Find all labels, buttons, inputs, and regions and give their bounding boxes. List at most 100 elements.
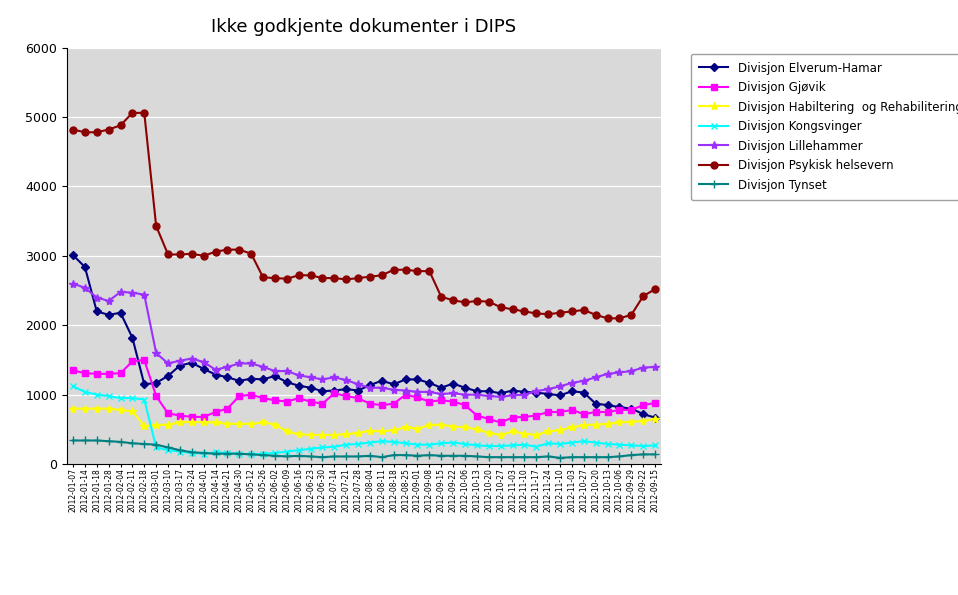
Divisjon Tynset [423, 452, 435, 459]
Line: Divisjon Tynset: Divisjon Tynset [69, 436, 659, 462]
Divisjon Elverum-Hamar [650, 414, 661, 421]
Divisjon Gjøvik [80, 369, 91, 377]
Divisjon Tynset [210, 450, 221, 457]
Divisjon Psykisk helsevern [103, 126, 114, 133]
Text: Ikke godkjente dokumenter i DIPS: Ikke godkjente dokumenter i DIPS [212, 18, 516, 36]
Divisjon Psykisk helsevern [399, 266, 411, 273]
Line: Divisjon Kongsvinger: Divisjon Kongsvinger [70, 383, 658, 458]
Divisjon Elverum-Hamar [555, 392, 566, 399]
Divisjon Kongsvinger [399, 440, 411, 447]
Divisjon Kongsvinger [245, 451, 257, 458]
Divisjon Kongsvinger [150, 444, 162, 451]
Divisjon Lillehammer [210, 366, 221, 373]
Divisjon Psykisk helsevern [186, 250, 197, 257]
Divisjon Kongsvinger [174, 448, 186, 455]
Divisjon Gjøvik [447, 398, 459, 405]
Divisjon Lillehammer [555, 383, 566, 390]
Divisjon Kongsvinger [340, 441, 352, 448]
Divisjon Gjøvik [353, 394, 364, 402]
Divisjon Tynset [555, 455, 566, 462]
Line: Divisjon Gjøvik: Divisjon Gjøvik [70, 357, 658, 425]
Divisjon Tynset [542, 453, 554, 460]
Divisjon Psykisk helsevern [115, 122, 126, 129]
Divisjon Psykisk helsevern [91, 129, 103, 136]
Divisjon Gjøvik [590, 408, 602, 415]
Divisjon Gjøvik [483, 415, 494, 422]
Divisjon Lillehammer [495, 393, 507, 400]
Divisjon Habiltering  og Rehabilitering [376, 428, 388, 435]
Divisjon Gjøvik [67, 367, 79, 374]
Divisjon Psykisk helsevern [317, 274, 329, 281]
Divisjon Lillehammer [471, 391, 483, 398]
Divisjon Gjøvik [210, 408, 221, 415]
Divisjon Kongsvinger [555, 440, 566, 447]
Divisjon Elverum-Hamar [436, 384, 447, 392]
Divisjon Lillehammer [80, 284, 91, 292]
Divisjon Lillehammer [126, 289, 138, 296]
Divisjon Gjøvik [614, 406, 626, 414]
Divisjon Elverum-Hamar [115, 309, 126, 317]
Divisjon Habiltering  og Rehabilitering [258, 419, 269, 426]
Divisjon Psykisk helsevern [602, 315, 613, 322]
Divisjon Kongsvinger [221, 449, 233, 456]
Divisjon Gjøvik [258, 394, 269, 402]
Divisjon Lillehammer [186, 355, 197, 362]
Divisjon Elverum-Hamar [423, 380, 435, 387]
Divisjon Habiltering  og Rehabilitering [637, 418, 649, 425]
Divisjon Tynset [80, 437, 91, 444]
Divisjon Kongsvinger [353, 440, 364, 447]
Divisjon Gjøvik [174, 412, 186, 419]
Divisjon Tynset [353, 453, 364, 460]
Divisjon Tynset [518, 453, 530, 461]
Divisjon Gjøvik [234, 393, 245, 400]
Divisjon Gjøvik [602, 408, 613, 415]
Divisjon Kongsvinger [198, 450, 210, 457]
Divisjon Kongsvinger [162, 447, 173, 454]
Divisjon Tynset [186, 449, 197, 456]
Divisjon Kongsvinger [388, 439, 399, 446]
Divisjon Kongsvinger [650, 441, 661, 449]
Divisjon Tynset [531, 453, 542, 461]
Divisjon Elverum-Hamar [626, 405, 637, 412]
Divisjon Lillehammer [531, 388, 542, 395]
Divisjon Elverum-Hamar [388, 381, 399, 388]
Divisjon Psykisk helsevern [150, 223, 162, 230]
Divisjon Habiltering  og Rehabilitering [388, 427, 399, 434]
Divisjon Kongsvinger [258, 450, 269, 457]
Divisjon Gjøvik [518, 414, 530, 421]
Divisjon Psykisk helsevern [67, 126, 79, 133]
Divisjon Kongsvinger [364, 439, 376, 446]
Divisjon Psykisk helsevern [590, 311, 602, 318]
Divisjon Lillehammer [412, 389, 423, 396]
Divisjon Lillehammer [626, 368, 637, 375]
Divisjon Tynset [305, 453, 316, 460]
Divisjon Kongsvinger [602, 440, 613, 447]
Divisjon Psykisk helsevern [245, 250, 257, 257]
Divisjon Kongsvinger [126, 394, 138, 402]
Divisjon Kongsvinger [115, 394, 126, 402]
Divisjon Tynset [637, 451, 649, 458]
Divisjon Elverum-Hamar [495, 390, 507, 397]
Divisjon Psykisk helsevern [436, 293, 447, 300]
Divisjon Lillehammer [388, 386, 399, 393]
Divisjon Gjøvik [293, 394, 305, 402]
Divisjon Lillehammer [637, 364, 649, 371]
Divisjon Lillehammer [364, 384, 376, 392]
Divisjon Psykisk helsevern [376, 272, 388, 279]
Divisjon Habiltering  og Rehabilitering [518, 430, 530, 437]
Divisjon Elverum-Hamar [329, 387, 340, 394]
Divisjon Lillehammer [305, 374, 316, 381]
Divisjon Psykisk helsevern [483, 298, 494, 305]
Divisjon Gjøvik [198, 414, 210, 421]
Divisjon Tynset [340, 453, 352, 460]
Line: Divisjon Habiltering  og Rehabilitering: Divisjon Habiltering og Rehabilitering [69, 405, 659, 439]
Divisjon Lillehammer [281, 368, 292, 375]
Divisjon Habiltering  og Rehabilitering [566, 424, 578, 431]
Divisjon Habiltering  og Rehabilitering [198, 419, 210, 426]
Divisjon Tynset [614, 453, 626, 460]
Divisjon Tynset [436, 452, 447, 459]
Divisjon Elverum-Hamar [305, 384, 316, 392]
Divisjon Tynset [412, 452, 423, 459]
Divisjon Lillehammer [91, 294, 103, 301]
Divisjon Gjøvik [221, 405, 233, 412]
